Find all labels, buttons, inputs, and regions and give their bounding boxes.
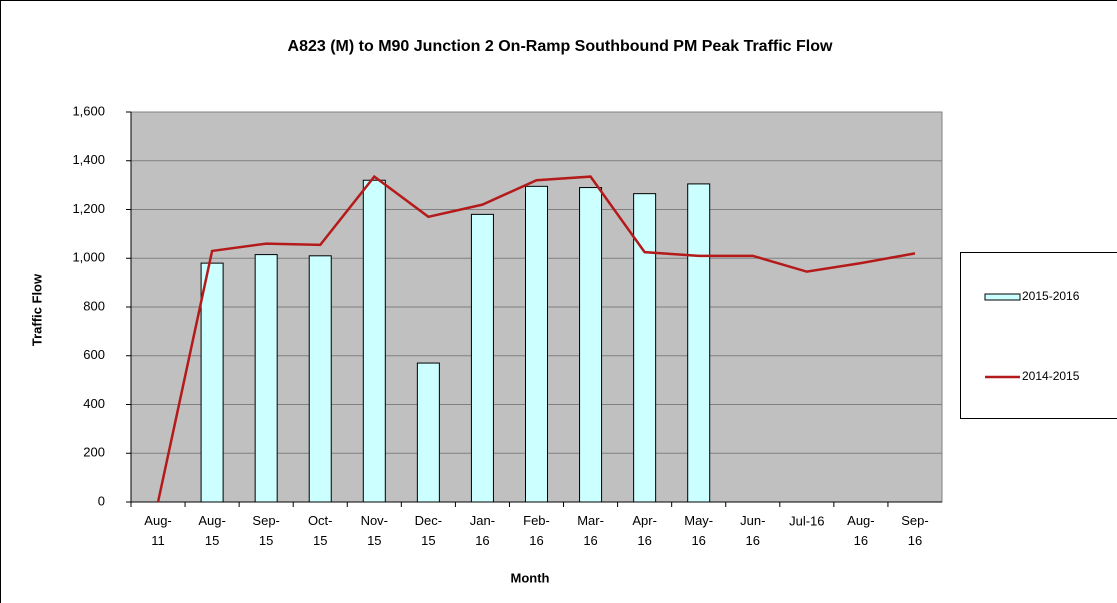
y-tick-label: 600: [83, 347, 105, 362]
bar: [687, 183, 711, 503]
x-tick-label: Sep-15: [252, 513, 279, 548]
bar: [470, 213, 494, 503]
legend-box: [960, 252, 1117, 419]
x-tick-label: Nov-15: [361, 513, 388, 548]
x-tick-label: Aug-16: [847, 513, 874, 548]
x-tick-label: May-16: [684, 513, 713, 548]
x-tick-label: Jul-16: [789, 513, 824, 528]
x-tick-label: Dec-15: [415, 513, 442, 548]
x-axis-label: Month: [511, 570, 550, 585]
line: [156, 174, 916, 503]
x-tick-label: Sep-16: [901, 513, 928, 548]
y-tick-label: 200: [83, 445, 105, 460]
x-tick-label: Aug-15: [198, 513, 225, 548]
x-tick-label: Oct-15: [308, 513, 333, 548]
bar: [633, 193, 657, 503]
x-tick-label: Aug-11: [144, 513, 171, 548]
bar: [525, 185, 548, 503]
y-tick-label: 1,000: [72, 250, 105, 265]
legend-label: 2014-2015: [1022, 369, 1080, 383]
bar: [308, 255, 332, 503]
x-tick-label: Feb-16: [523, 513, 550, 548]
chart-title: A823 (M) to M90 Junction 2 On-Ramp South…: [288, 38, 833, 55]
legend-label: 2015-2016: [1022, 289, 1080, 303]
bar: [579, 187, 603, 503]
bar: [254, 254, 278, 503]
x-tick-label: Jun-16: [740, 513, 765, 548]
y-tick-label: 1,200: [72, 201, 105, 216]
x-tick-label: Apr-16: [632, 513, 657, 548]
x-tick-label: Jan-16: [470, 513, 495, 548]
y-tick-label: 800: [83, 298, 105, 313]
bar: [416, 362, 440, 503]
y-tick-label: 1,400: [72, 152, 105, 167]
bar: [362, 179, 386, 503]
x-tick-label: Mar-16: [577, 513, 604, 548]
y-tick-label: 0: [98, 493, 105, 508]
y-axis-label: Traffic Flow: [29, 273, 44, 346]
y-tick-label: 1,600: [72, 103, 105, 118]
y-tick-label: 400: [83, 396, 105, 411]
bar: [200, 262, 224, 503]
legend-swatch: [984, 293, 1021, 301]
